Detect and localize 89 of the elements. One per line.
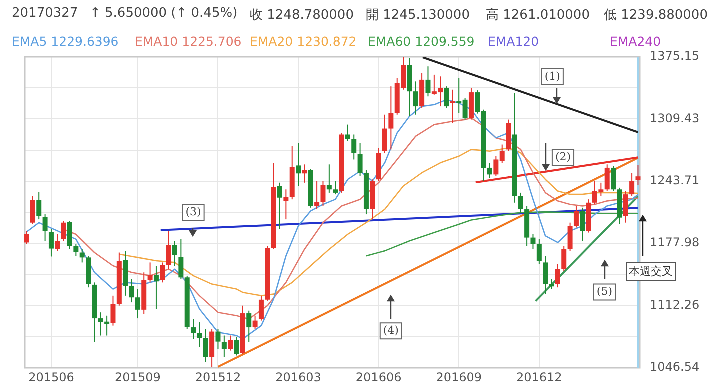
candlestick bbox=[80, 248, 85, 264]
candlestick bbox=[154, 266, 159, 310]
candlestick bbox=[197, 322, 202, 348]
text: 高 1261.010000 bbox=[486, 7, 590, 24]
candlestick bbox=[110, 295, 116, 326]
candlestick bbox=[333, 180, 338, 196]
candlestick bbox=[30, 196, 36, 225]
candlestick bbox=[623, 190, 628, 224]
candlestick bbox=[444, 86, 450, 109]
text: 20170327 bbox=[12, 6, 78, 21]
candlestick bbox=[48, 228, 54, 258]
text: EMA5 1229.6396 bbox=[12, 34, 119, 49]
candlestick bbox=[166, 230, 172, 270]
text: 開 1245.130000 bbox=[366, 7, 470, 24]
y-tick-label: 1243.71 bbox=[650, 174, 700, 188]
annotation: 本週交叉 bbox=[626, 262, 676, 281]
candlestick bbox=[284, 189, 289, 220]
x-tick-label: 201609 bbox=[436, 370, 482, 384]
text: EMA10 1225.706 bbox=[135, 34, 242, 49]
x-tick-label: 201512 bbox=[195, 370, 242, 384]
annotation: (4) bbox=[383, 324, 399, 337]
candlestick bbox=[191, 318, 196, 340]
candlestick bbox=[68, 220, 72, 250]
y-tick-label: 1046.54 bbox=[650, 360, 700, 374]
candlestick bbox=[74, 244, 79, 257]
candlestick bbox=[388, 86, 394, 150]
text: 收 1248.780000 bbox=[250, 7, 354, 24]
legend-label: EMA240 bbox=[610, 34, 662, 49]
candlestick bbox=[135, 288, 140, 320]
candlestick bbox=[302, 164, 308, 184]
candlestick bbox=[636, 164, 641, 186]
annotation: (5) bbox=[596, 285, 613, 298]
x-tick-label: 201603 bbox=[276, 370, 322, 384]
candlestick bbox=[326, 164, 332, 194]
candlestick bbox=[278, 182, 282, 230]
candlestick bbox=[228, 335, 234, 352]
candlestick bbox=[352, 134, 357, 160]
candlestick bbox=[580, 207, 586, 242]
y-tick-label: 1375.15 bbox=[650, 49, 700, 64]
candlestick bbox=[426, 66, 431, 98]
candlestick bbox=[543, 256, 548, 295]
x-tick-label: 201612 bbox=[516, 370, 562, 384]
candlestick bbox=[55, 234, 60, 252]
x-tick-label: 201506 bbox=[28, 370, 74, 384]
candlestick bbox=[36, 192, 42, 220]
candlestick bbox=[413, 81, 418, 116]
x-tick-label: 201509 bbox=[115, 370, 161, 384]
text: 低 1239.880000 bbox=[604, 7, 708, 24]
candlestick bbox=[611, 166, 616, 192]
candlestick bbox=[172, 240, 178, 267]
candlestick bbox=[555, 264, 560, 288]
candlestick bbox=[314, 180, 320, 210]
candlestick bbox=[630, 172, 635, 197]
candlestick bbox=[536, 238, 542, 265]
annotation: (2) bbox=[555, 150, 572, 164]
candlestick bbox=[24, 230, 30, 245]
candlestick bbox=[160, 262, 166, 284]
candlestick bbox=[296, 142, 302, 187]
candlestick bbox=[203, 328, 208, 363]
candlestick bbox=[574, 206, 579, 228]
candlestick bbox=[234, 336, 240, 356]
candlestick bbox=[246, 310, 252, 343]
candlestick bbox=[382, 114, 388, 154]
candlestick bbox=[562, 246, 567, 272]
x-tick-label: 201606 bbox=[356, 370, 402, 384]
candlestick bbox=[61, 220, 66, 242]
candlestick bbox=[530, 234, 536, 250]
candlestick bbox=[488, 162, 492, 178]
candlestick bbox=[222, 335, 227, 358]
candlestick bbox=[42, 214, 48, 242]
text: EMA60 1209.559 bbox=[368, 34, 475, 49]
candlestick bbox=[320, 180, 326, 207]
candlestick bbox=[518, 192, 524, 214]
annotation: (1) bbox=[544, 70, 560, 83]
candlestick bbox=[358, 142, 363, 177]
candlestick bbox=[345, 124, 350, 142]
legend-label: EMA120 bbox=[488, 34, 540, 49]
text: EMA20 1230.872 bbox=[250, 34, 357, 49]
y-tick-label: 1177.98 bbox=[650, 236, 700, 250]
candlestick bbox=[178, 238, 184, 280]
candlestick bbox=[258, 295, 264, 322]
candlestick bbox=[129, 278, 134, 304]
annotation: (3) bbox=[186, 205, 202, 218]
candlestick bbox=[252, 315, 258, 330]
y-tick-label: 1309.43 bbox=[650, 111, 700, 126]
candlestick bbox=[568, 222, 573, 252]
y-tick-label: 1112.26 bbox=[650, 298, 700, 312]
text: ↑ 5.650000 (↑ 0.45%) bbox=[90, 6, 238, 21]
candlestick bbox=[216, 328, 221, 350]
